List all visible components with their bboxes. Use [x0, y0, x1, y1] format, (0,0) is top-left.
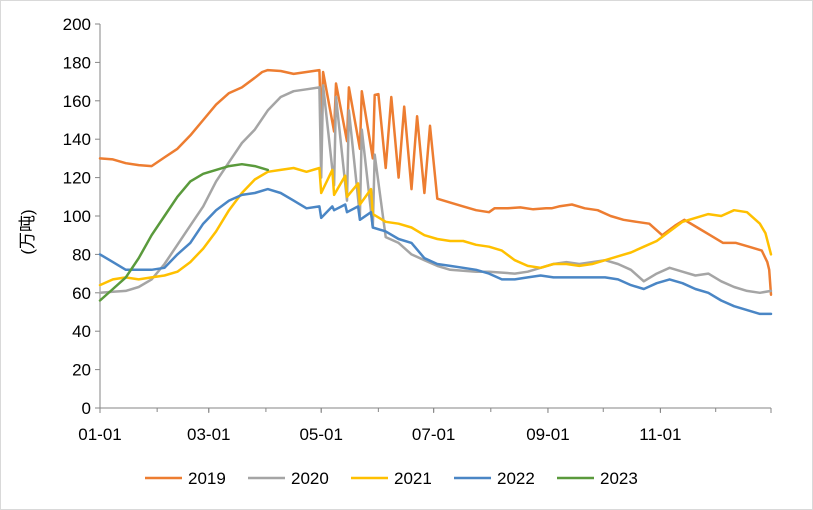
y-tick-label: 200: [63, 15, 91, 34]
legend-label: 2022: [497, 469, 535, 488]
legend-label: 2019: [188, 469, 226, 488]
y-tick-label: 60: [72, 284, 91, 303]
series-line-2021: [98, 166, 773, 287]
y-axis-label: (万吨): [18, 209, 37, 254]
series-line-2022: [98, 187, 773, 316]
y-tick-label: 140: [63, 130, 91, 149]
legend-item-2020: 2020: [248, 469, 329, 488]
x-tick-label: 01-01: [78, 425, 121, 444]
series-layer: [98, 68, 773, 316]
legend-item-2022: 2022: [454, 469, 535, 488]
legend-item-2021: 2021: [351, 469, 432, 488]
legend-label: 2020: [291, 469, 329, 488]
legend-label: 2021: [394, 469, 432, 488]
y-tick-label: 180: [63, 53, 91, 72]
y-tick-label: 0: [82, 399, 91, 418]
x-tick-label: 09-01: [526, 425, 569, 444]
y-tick-label: 20: [72, 361, 91, 380]
x-tick-label: 11-01: [639, 425, 681, 444]
y-tick-label: 160: [63, 92, 91, 111]
y-tick-label: 80: [72, 245, 91, 264]
x-tick-label: 07-01: [412, 425, 455, 444]
legend-item-2023: 2023: [557, 469, 638, 488]
legend: 2019 2020 2021 2022 2023: [145, 469, 638, 488]
y-tick-label: 100: [63, 207, 91, 226]
y-tick-label: 120: [63, 169, 91, 188]
series-line-2023: [98, 162, 270, 302]
legend-item-2019: 2019: [145, 469, 226, 488]
series-line-2019: [98, 68, 773, 296]
legend-label: 2023: [600, 469, 638, 488]
y-tick-label: 40: [72, 322, 91, 341]
x-tick-label: 03-01: [187, 425, 230, 444]
x-tick-label: 05-01: [299, 425, 342, 444]
chart-axes: 0 20 40 60 80 100 120 140 160 180 200 01-01 03-01 05-…: [63, 15, 772, 444]
